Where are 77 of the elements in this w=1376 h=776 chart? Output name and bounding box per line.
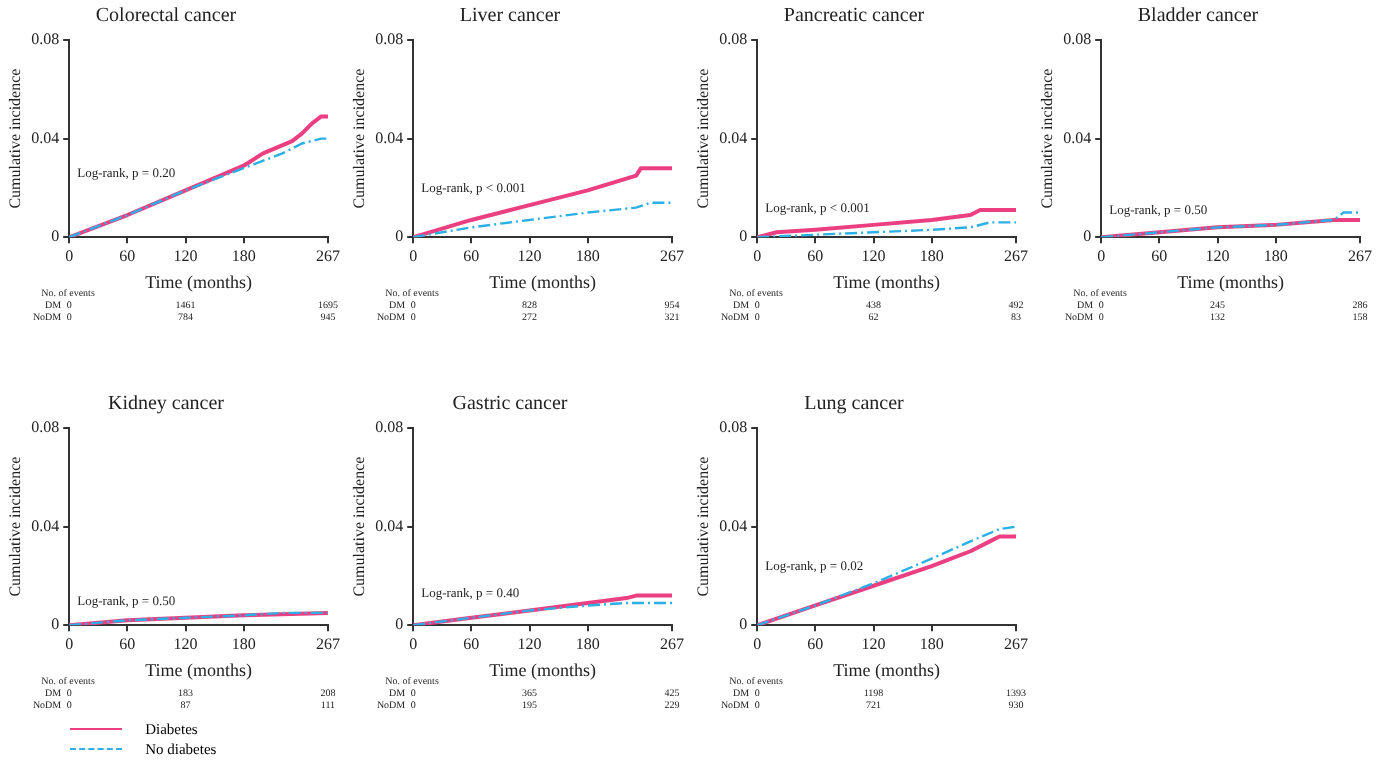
x-tick-label: 267 [660, 246, 684, 265]
x-tick-label: 60 [119, 634, 136, 653]
y-tick-label: 0.04 [375, 516, 404, 535]
x-tick-label: 120 [517, 246, 542, 265]
y-tick-label: 0.04 [1063, 128, 1092, 147]
x-tick-label: 0 [753, 246, 762, 265]
y-tick-label: 0.08 [719, 30, 748, 49]
x-tick-label: 180 [919, 634, 944, 653]
x-axis-title: Time (months) [833, 271, 941, 292]
x-axis-title: Time (months) [833, 659, 941, 680]
x-tick-label: 60 [807, 634, 824, 653]
y-tick-label: 0.04 [719, 516, 748, 535]
x-axis-title: Time (months) [489, 659, 597, 680]
x-tick-label: 60 [119, 246, 136, 265]
y-tick-label: 0.08 [375, 418, 404, 437]
y-tick-label: 0 [51, 227, 60, 246]
y-tick-label: 0 [395, 227, 404, 246]
x-tick-label: 267 [660, 634, 684, 653]
y-tick-label: 0.04 [31, 128, 60, 147]
y-axis-title: Cumulative incidence [1037, 67, 1056, 209]
x-tick-label: 60 [463, 634, 480, 653]
x-tick-label: 60 [1151, 246, 1168, 265]
y-axis-title: Cumulative incidence [5, 67, 24, 209]
x-tick-label: 0 [753, 634, 762, 653]
x-tick-label: 267 [1004, 634, 1028, 653]
x-tick-label: 267 [316, 246, 340, 265]
x-tick-label: 267 [316, 634, 340, 653]
x-axis-title: Time (months) [145, 271, 253, 292]
x-tick-label: 0 [65, 634, 74, 653]
x-axis-title: Time (months) [1177, 271, 1285, 292]
y-axis-title: Cumulative incidence [693, 455, 712, 597]
x-tick-label: 180 [575, 634, 600, 653]
y-tick-label: 0.04 [375, 128, 404, 147]
y-tick-label: 0.08 [375, 30, 404, 49]
y-tick-label: 0 [739, 227, 748, 246]
x-tick-label: 120 [1205, 246, 1230, 265]
x-tick-label: 267 [1004, 246, 1028, 265]
x-tick-label: 267 [1348, 246, 1372, 265]
y-axis-title: Cumulative incidence [349, 455, 368, 597]
x-tick-label: 60 [807, 246, 824, 265]
x-tick-label: 120 [173, 246, 198, 265]
y-tick-label: 0 [51, 615, 60, 634]
y-tick-label: 0.04 [31, 516, 60, 535]
x-tick-label: 0 [1097, 246, 1106, 265]
x-tick-label: 180 [231, 246, 256, 265]
x-tick-label: 0 [409, 246, 418, 265]
chart-title: Gastric cancer [452, 393, 569, 416]
x-axis-title: Time (months) [145, 659, 253, 680]
y-axis-title: Cumulative incidence [5, 455, 24, 597]
y-tick-label: 0.04 [719, 128, 748, 147]
x-tick-label: 120 [173, 634, 198, 653]
x-tick-label: 0 [65, 246, 74, 265]
x-tick-label: 180 [919, 246, 944, 265]
chart-title: Bladder cancer [1137, 5, 1260, 28]
x-axis-title: Time (months) [489, 271, 597, 292]
y-tick-label: 0.08 [31, 30, 60, 49]
x-tick-label: 120 [861, 634, 886, 653]
chart-title: Pancreatic cancer [783, 5, 926, 28]
y-tick-label: 0 [395, 615, 404, 634]
y-axis-title: Cumulative incidence [693, 67, 712, 209]
x-tick-label: 60 [463, 246, 480, 265]
y-tick-label: 0 [739, 615, 748, 634]
chart-title: Liver cancer [459, 5, 562, 28]
chart-title: Kidney cancer [107, 393, 226, 416]
x-tick-label: 0 [409, 634, 418, 653]
y-tick-label: 0.08 [31, 418, 60, 437]
chart-title: Lung cancer [804, 393, 906, 416]
y-tick-label: 0.08 [1063, 30, 1092, 49]
x-tick-label: 180 [231, 634, 256, 653]
y-tick-label: 0 [1083, 227, 1092, 246]
x-tick-label: 120 [861, 246, 886, 265]
x-tick-label: 120 [517, 634, 542, 653]
x-tick-label: 180 [1263, 246, 1288, 265]
x-tick-label: 180 [575, 246, 600, 265]
y-tick-label: 0.08 [719, 418, 748, 437]
y-axis-title: Cumulative incidence [349, 67, 368, 209]
chart-title: Colorectal cancer [95, 5, 238, 28]
